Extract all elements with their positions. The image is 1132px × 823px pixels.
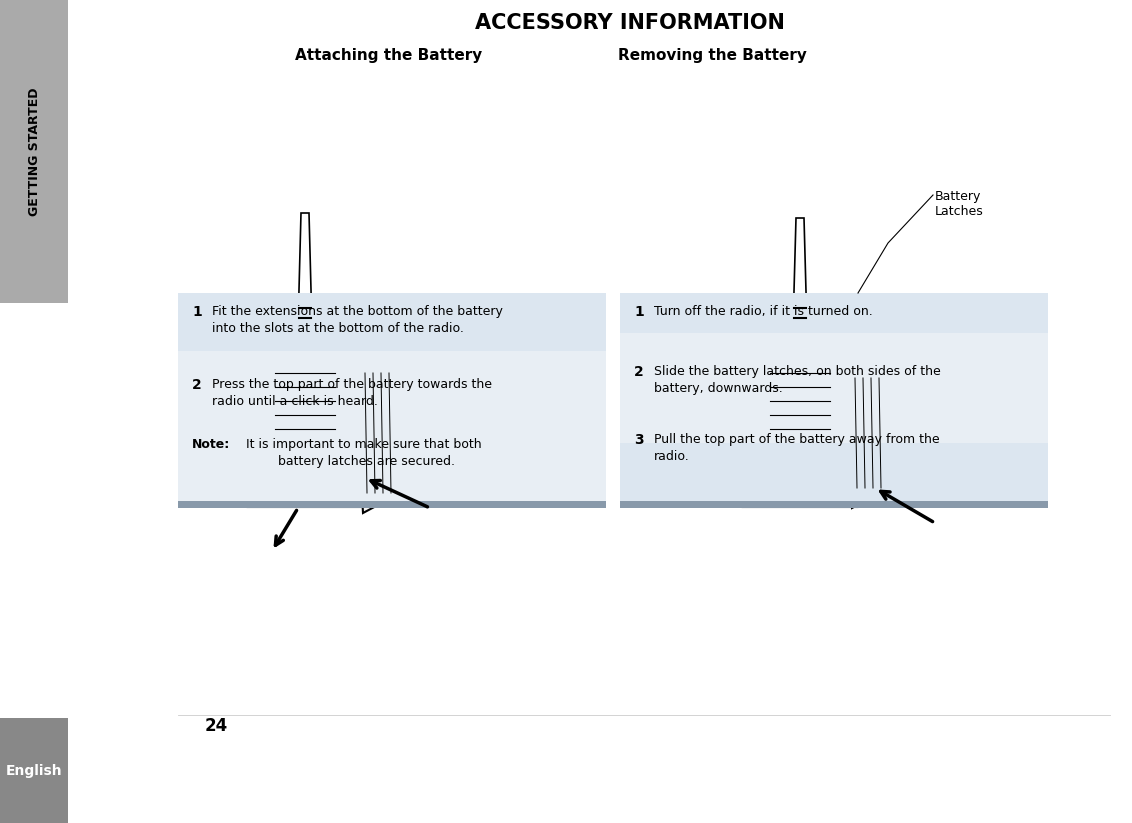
FancyBboxPatch shape: [0, 718, 68, 823]
Circle shape: [815, 466, 825, 476]
FancyBboxPatch shape: [769, 387, 831, 424]
Text: ACCESSORY INFORMATION: ACCESSORY INFORMATION: [475, 13, 784, 33]
FancyBboxPatch shape: [620, 443, 1048, 501]
FancyBboxPatch shape: [178, 293, 606, 351]
Text: 3: 3: [634, 433, 644, 447]
Text: Press the top part of the battery towards the
radio until a click is heard.: Press the top part of the battery toward…: [212, 378, 492, 408]
Circle shape: [280, 466, 290, 476]
Text: Fit the extensions at the bottom of the battery
into the slots at the bottom of : Fit the extensions at the bottom of the …: [212, 305, 503, 335]
Text: Slide the battery latches, on both sides of the
battery, downwards.: Slide the battery latches, on both sides…: [654, 365, 941, 395]
Text: Turn off the radio, if it is turned on.: Turn off the radio, if it is turned on.: [654, 305, 873, 318]
Circle shape: [312, 307, 334, 329]
FancyBboxPatch shape: [889, 402, 899, 424]
Circle shape: [269, 304, 297, 332]
Circle shape: [775, 466, 784, 476]
Circle shape: [815, 448, 825, 458]
Text: Battery: Battery: [935, 190, 981, 203]
Text: GETTING STARTED: GETTING STARTED: [27, 88, 41, 216]
Text: Removing the Battery: Removing the Battery: [618, 48, 807, 63]
FancyBboxPatch shape: [843, 402, 854, 424]
FancyBboxPatch shape: [726, 361, 744, 415]
FancyBboxPatch shape: [620, 501, 1048, 508]
FancyBboxPatch shape: [738, 321, 861, 507]
Polygon shape: [298, 213, 312, 328]
FancyBboxPatch shape: [243, 321, 367, 507]
Polygon shape: [844, 348, 898, 508]
Text: Note:: Note:: [192, 438, 230, 451]
FancyBboxPatch shape: [620, 293, 1048, 333]
Circle shape: [300, 466, 310, 476]
Text: Latches: Latches: [935, 205, 984, 218]
Circle shape: [795, 466, 805, 476]
FancyBboxPatch shape: [178, 293, 606, 508]
Text: 2: 2: [192, 378, 201, 392]
FancyBboxPatch shape: [231, 361, 249, 415]
Circle shape: [764, 304, 792, 332]
Text: English: English: [6, 764, 62, 778]
Circle shape: [320, 466, 331, 476]
Circle shape: [280, 448, 290, 458]
Polygon shape: [355, 343, 410, 513]
Text: Attaching the Battery: Attaching the Battery: [295, 48, 482, 63]
Text: 1: 1: [634, 305, 644, 319]
Text: 24: 24: [205, 717, 229, 735]
Text: Pull the top part of the battery away from the
radio.: Pull the top part of the battery away fr…: [654, 433, 940, 463]
Circle shape: [795, 448, 805, 458]
Text: 2: 2: [634, 365, 644, 379]
Circle shape: [300, 448, 310, 458]
FancyBboxPatch shape: [178, 501, 606, 508]
Circle shape: [320, 448, 331, 458]
Text: 1: 1: [192, 305, 201, 319]
Polygon shape: [794, 218, 807, 328]
FancyBboxPatch shape: [274, 387, 336, 424]
Circle shape: [775, 448, 784, 458]
Circle shape: [807, 307, 829, 329]
FancyBboxPatch shape: [620, 293, 1048, 508]
FancyBboxPatch shape: [0, 0, 68, 303]
Text: It is important to make sure that both
        battery latches are secured.: It is important to make sure that both b…: [246, 438, 481, 468]
